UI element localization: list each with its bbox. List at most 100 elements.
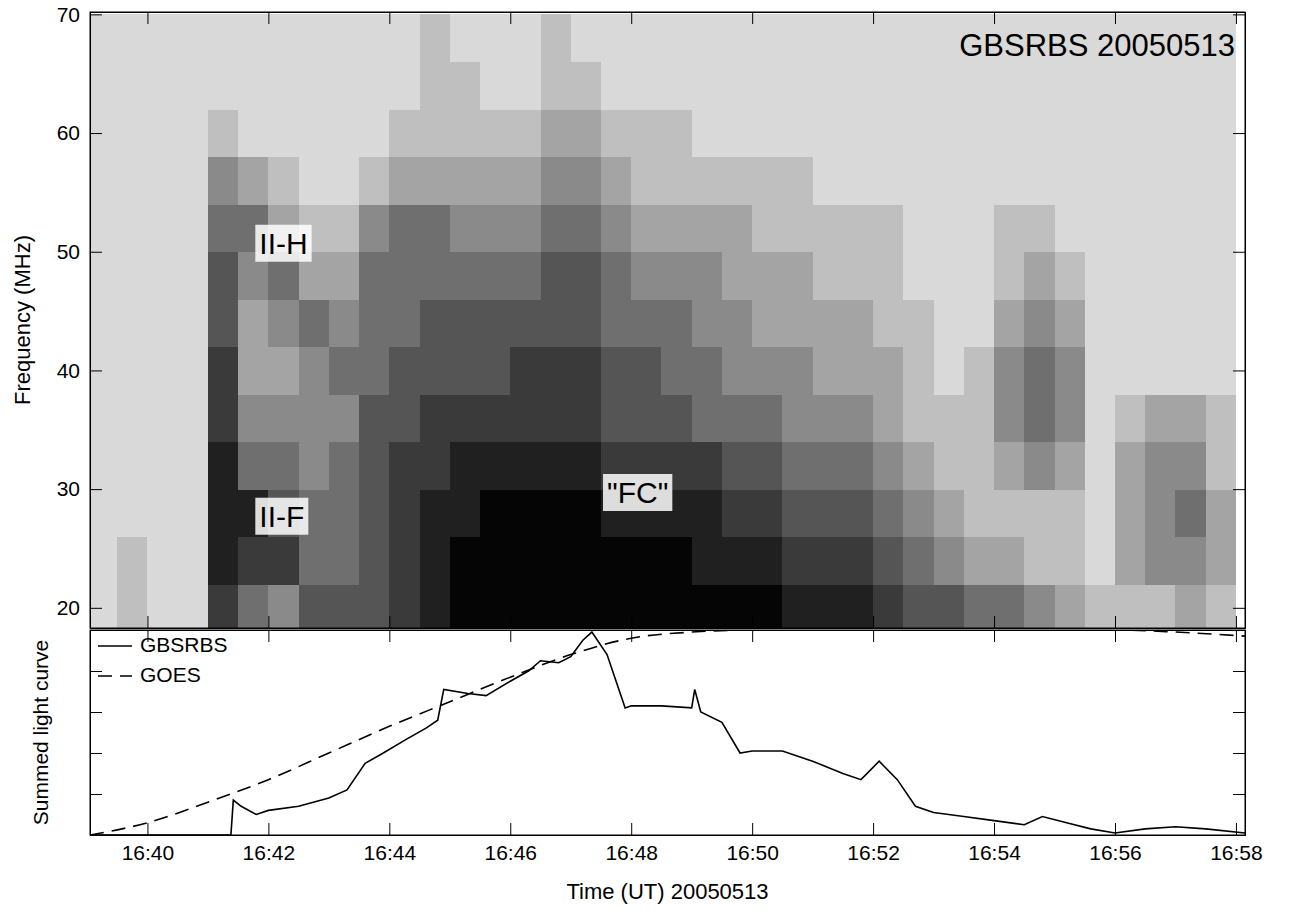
cell [1024, 489, 1055, 537]
cell [692, 62, 723, 110]
cell [238, 157, 269, 205]
cell [873, 252, 904, 300]
cell [571, 62, 602, 110]
cell [541, 204, 572, 252]
cell [238, 442, 269, 490]
tick-mark [268, 616, 269, 628]
axis-line [91, 616, 1246, 629]
cell [268, 347, 299, 395]
cell [601, 109, 632, 157]
annotation: "FC" [603, 474, 672, 511]
cell [1145, 252, 1176, 300]
tick-mark [90, 14, 102, 15]
annotation: II-H [255, 225, 311, 262]
axis-line [91, 823, 1246, 836]
cell [1206, 489, 1237, 537]
cell [601, 157, 632, 205]
cell [782, 109, 813, 157]
tick [631, 630, 632, 642]
cell [359, 204, 390, 252]
tick [510, 616, 511, 628]
tick-mark [1233, 671, 1245, 672]
cell [903, 394, 934, 442]
cell [661, 537, 692, 585]
cell [510, 109, 541, 157]
cell [480, 584, 511, 628]
tick-mark [268, 823, 269, 835]
cell [450, 109, 481, 157]
cell [359, 252, 390, 300]
cell [964, 584, 995, 628]
legend-swatch [98, 675, 132, 677]
cell [752, 299, 783, 347]
cell [359, 584, 390, 628]
tick-mark [90, 630, 102, 631]
cell [268, 299, 299, 347]
cell [782, 537, 813, 585]
cell [1145, 109, 1176, 157]
cell [420, 537, 451, 585]
cell [873, 62, 904, 110]
cell [1115, 442, 1146, 490]
cell [631, 157, 662, 205]
series-line [90, 630, 1245, 835]
cell [389, 489, 420, 537]
annotation-label: II-H [259, 227, 307, 260]
tick: 16:46 [484, 823, 537, 864]
cell [389, 204, 420, 252]
cell [389, 537, 420, 585]
cell [90, 62, 118, 110]
cell [903, 584, 934, 628]
cell [571, 347, 602, 395]
cell [903, 252, 934, 300]
plot-frame [90, 630, 1245, 835]
cell [420, 442, 451, 490]
cell [631, 62, 662, 110]
tick-mark [1115, 823, 1116, 835]
cell [903, 204, 934, 252]
cell [90, 157, 118, 205]
axis-line [91, 13, 1246, 25]
tick-mark [873, 630, 874, 642]
annotation-label: II-F [259, 500, 304, 533]
cell [601, 62, 632, 110]
cell [752, 14, 783, 62]
cell [994, 347, 1025, 395]
cell [178, 252, 209, 300]
cell [329, 62, 360, 110]
tick-mark [1236, 616, 1237, 628]
cell [722, 62, 753, 110]
cell [1085, 299, 1116, 347]
cell [661, 14, 692, 62]
cell [268, 109, 299, 157]
tick [268, 616, 269, 628]
cell [843, 537, 874, 585]
cell [782, 347, 813, 395]
cell [934, 489, 965, 537]
tick-label: 50 [57, 240, 80, 263]
tick-mark [873, 12, 874, 24]
cell [782, 62, 813, 110]
tick-mark [147, 12, 148, 24]
cell [1024, 442, 1055, 490]
cell [268, 584, 299, 628]
cell [1206, 62, 1237, 110]
cell [722, 347, 753, 395]
cell [1145, 299, 1176, 347]
tick-mark [389, 12, 390, 24]
cell [994, 394, 1025, 442]
cell [994, 442, 1025, 490]
tick-label: 16:40 [122, 841, 175, 864]
cell [510, 537, 541, 585]
tick [90, 794, 102, 795]
tick: 16:40 [122, 823, 175, 864]
cell [541, 394, 572, 442]
cell [813, 204, 844, 252]
cell [752, 109, 783, 157]
cell [903, 14, 934, 62]
tick [994, 616, 995, 628]
cell [873, 537, 904, 585]
cell [692, 489, 723, 537]
tick-label: 16:58 [1210, 841, 1263, 864]
cell [480, 489, 511, 537]
